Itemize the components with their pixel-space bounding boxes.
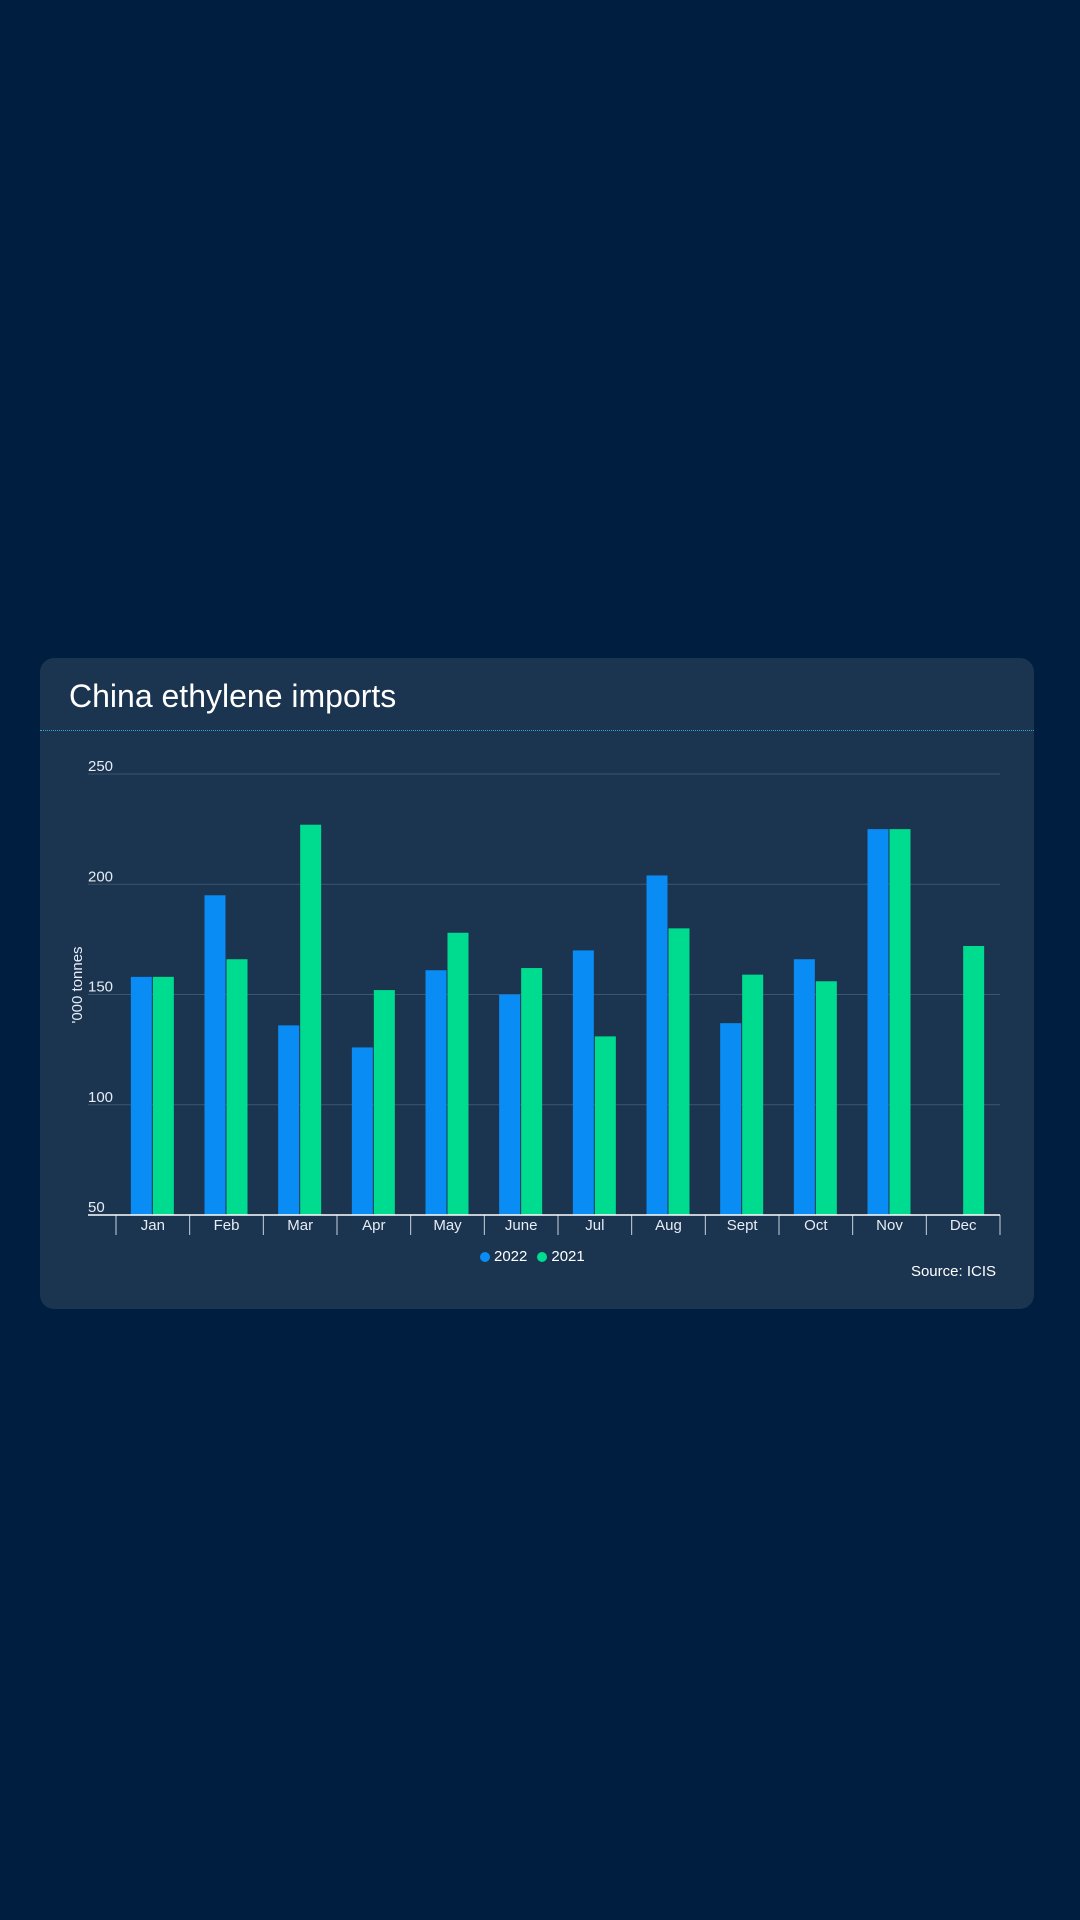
bar-2022-Apr [351, 1047, 373, 1215]
x-tick-label: Apr [362, 1217, 385, 1234]
legend-label-2022: 2022 [494, 1248, 528, 1265]
legend-marker-2021 [537, 1251, 548, 1262]
bar-2021-Oct [815, 981, 837, 1215]
x-tick-label: June [505, 1217, 538, 1234]
bar-2022-Sept [720, 1023, 742, 1215]
bar-2022-May [425, 970, 447, 1215]
y-tick-label: 100 [88, 1089, 113, 1106]
title-divider [40, 730, 1034, 731]
legend: 2022 2021 [480, 1248, 585, 1265]
x-tick-label: Feb [214, 1217, 240, 1234]
bar-2021-Nov [889, 829, 911, 1215]
bar-2022-Jul [572, 950, 594, 1215]
x-tick-label: Jul [585, 1217, 604, 1234]
source-note: Source: ICIS [910, 1263, 996, 1280]
y-tick-label: 50 [88, 1199, 105, 1216]
bar-2022-June [499, 994, 521, 1215]
x-tick-label: Sept [727, 1217, 759, 1234]
x-tick-label: May [433, 1217, 462, 1234]
bar-2021-Dec [963, 945, 985, 1215]
y-tick-label: 250 [88, 758, 113, 775]
bar-2021-Apr [373, 990, 395, 1215]
x-tick-label: Dec [950, 1217, 977, 1234]
bar-2022-Aug [646, 875, 668, 1215]
bar-2022-Feb [204, 895, 226, 1215]
bar-2021-Feb [226, 959, 248, 1215]
legend-label-2021: 2021 [551, 1248, 585, 1265]
bar-2022-Oct [793, 959, 815, 1215]
bar-2021-June [521, 968, 543, 1215]
bar-2021-Jan [152, 976, 174, 1215]
y-tick-label: 150 [88, 979, 113, 996]
bar-2022-Mar [278, 1025, 300, 1215]
bar-2022-Jan [130, 976, 152, 1215]
bar-2022-Nov [867, 829, 889, 1215]
bar-2021-May [447, 932, 469, 1215]
x-tick-label: Aug [655, 1217, 682, 1234]
chart-title: China ethylene imports [69, 678, 397, 714]
x-tick-label: Mar [287, 1217, 313, 1234]
bar-2021-Sept [742, 974, 764, 1215]
y-tick-label: 200 [88, 868, 113, 885]
bar-2021-Jul [594, 1036, 616, 1215]
bar-2021-Mar [300, 824, 322, 1215]
legend-marker-2022 [480, 1251, 490, 1262]
bar-2021-Aug [668, 928, 690, 1215]
x-tick-label: Jan [141, 1217, 165, 1234]
x-tick-label: Oct [804, 1217, 828, 1234]
y-axis-label: '000 tonnes [69, 946, 86, 1023]
x-tick-label: Nov [876, 1217, 903, 1234]
